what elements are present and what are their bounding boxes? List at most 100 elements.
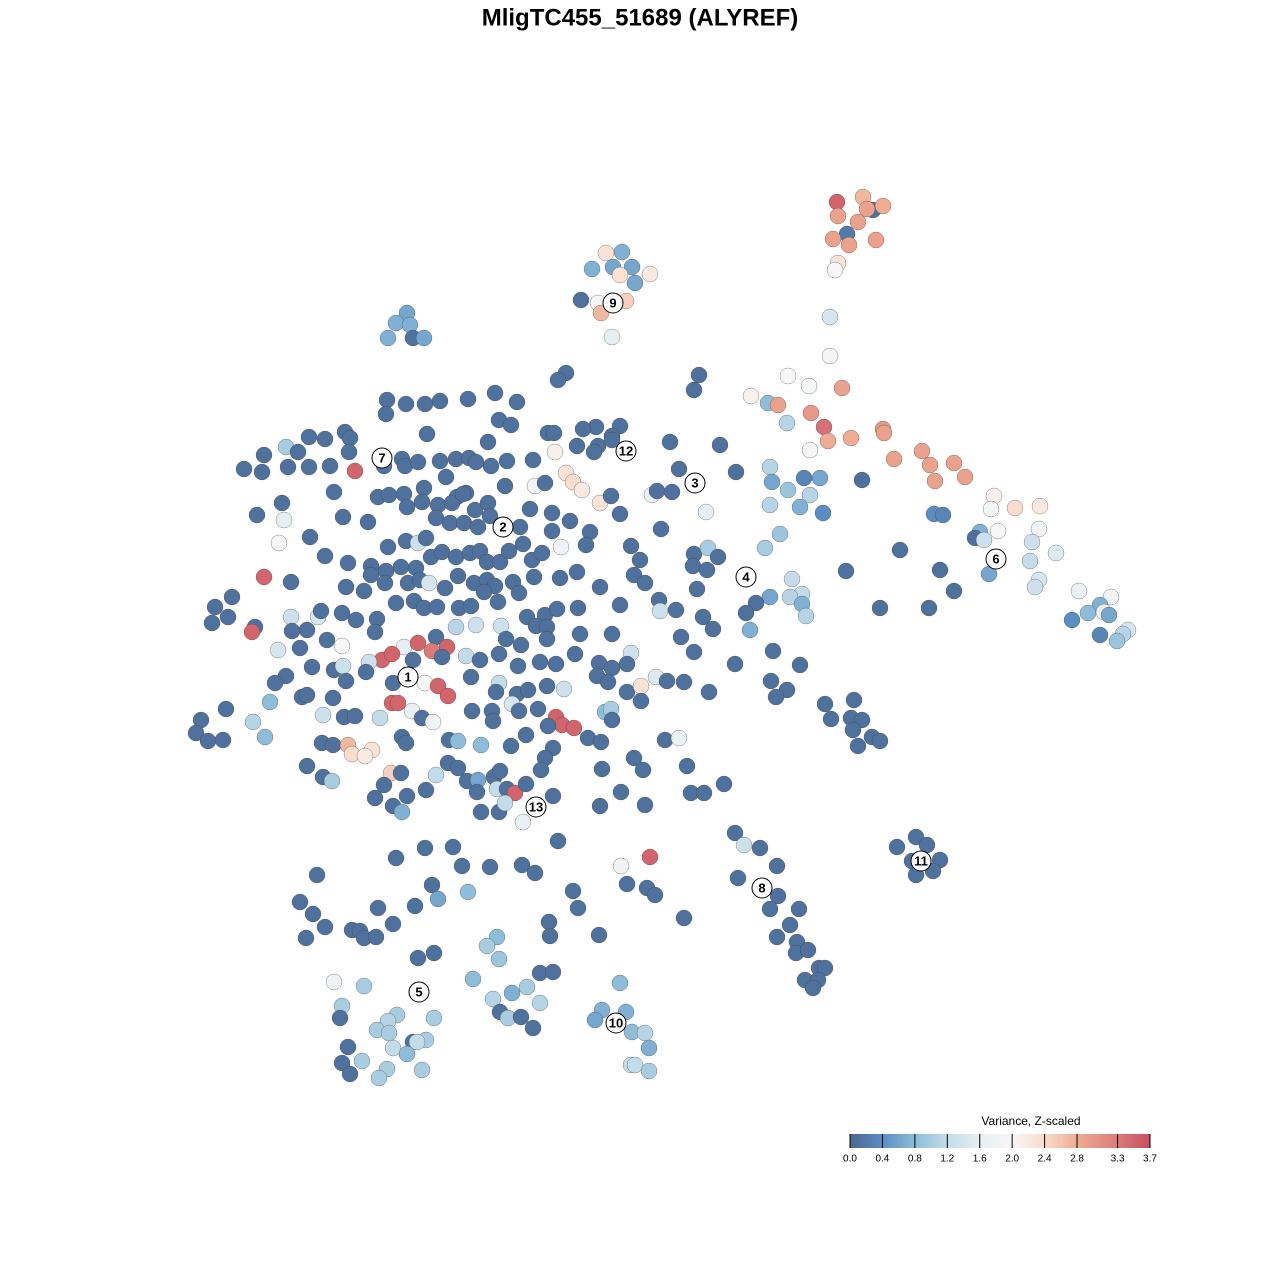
cluster-badge [371,447,393,469]
point [392,558,410,576]
point [206,598,224,616]
point [1100,606,1118,624]
point [454,485,472,503]
point [611,596,629,614]
cluster-label: 7 [378,450,385,465]
point [428,598,446,616]
point [603,625,621,643]
point [867,231,885,249]
point [821,347,839,365]
point [429,890,447,908]
colorbar: Variance, Z-scaled 0.0 0.4 0.8 1.2 1.6 2.0 2.4… [843,1114,1157,1164]
point [762,672,780,690]
point [741,621,759,639]
point [612,857,630,875]
point [548,600,566,618]
point [491,553,509,571]
cluster-badge [735,566,757,588]
point [640,1062,658,1080]
point [457,647,475,665]
cluster-label: 11 [914,853,928,868]
point [769,887,787,905]
point [362,566,380,584]
point [931,561,949,579]
point [337,578,355,596]
point [737,604,755,622]
point [533,544,551,562]
point [481,858,499,876]
point [235,460,253,478]
point [484,990,502,1008]
point [833,379,851,397]
point [685,643,703,661]
point [370,1069,388,1087]
point [652,520,670,538]
point [406,897,424,915]
point [819,432,837,450]
point [429,677,447,695]
point [590,926,608,944]
point [688,580,706,598]
cluster-label: 1 [404,669,411,684]
point [223,588,241,606]
point [822,710,840,728]
point [592,733,610,751]
cluster-label: 3 [691,475,698,490]
point [377,405,395,423]
point [611,974,629,992]
point [248,506,266,524]
point [333,637,351,655]
point [289,443,307,461]
point [464,970,482,988]
point [1026,578,1044,596]
point [255,446,273,464]
point [481,507,499,525]
point [565,719,583,737]
point [420,574,438,592]
point [404,651,422,669]
point [509,657,527,675]
point [626,1056,644,1074]
point [397,734,415,752]
point [462,668,480,686]
cluster-label: 9 [609,295,616,310]
point [539,717,557,735]
colorbar-tick-label: 2.4 [1038,1154,1052,1165]
point [431,392,449,410]
point [658,672,676,690]
point [641,265,659,283]
point [387,849,405,867]
point [1023,533,1041,551]
point [756,539,774,557]
point [934,506,952,524]
point [455,514,473,532]
point [871,732,889,750]
colorbar-scale [850,1134,1150,1148]
point [982,500,1000,518]
point [502,737,520,755]
cluster-badge [602,292,624,314]
point [443,494,461,512]
point [431,452,449,470]
colorbar-tick-label: 3.3 [1111,1154,1125,1165]
point [333,604,351,622]
colorbar-tick-label: 0.4 [875,1154,889,1165]
point [303,658,321,676]
point [519,681,537,699]
point [552,538,570,556]
point [398,1045,416,1063]
point [603,711,621,729]
point [802,404,820,422]
point [726,824,744,842]
point [729,869,747,887]
point [256,728,274,746]
point [436,579,454,597]
point [591,797,609,815]
point [698,561,716,579]
point [339,554,357,572]
point [467,616,485,634]
point [797,607,815,625]
point [543,504,561,522]
point [531,653,549,671]
point [670,460,688,478]
